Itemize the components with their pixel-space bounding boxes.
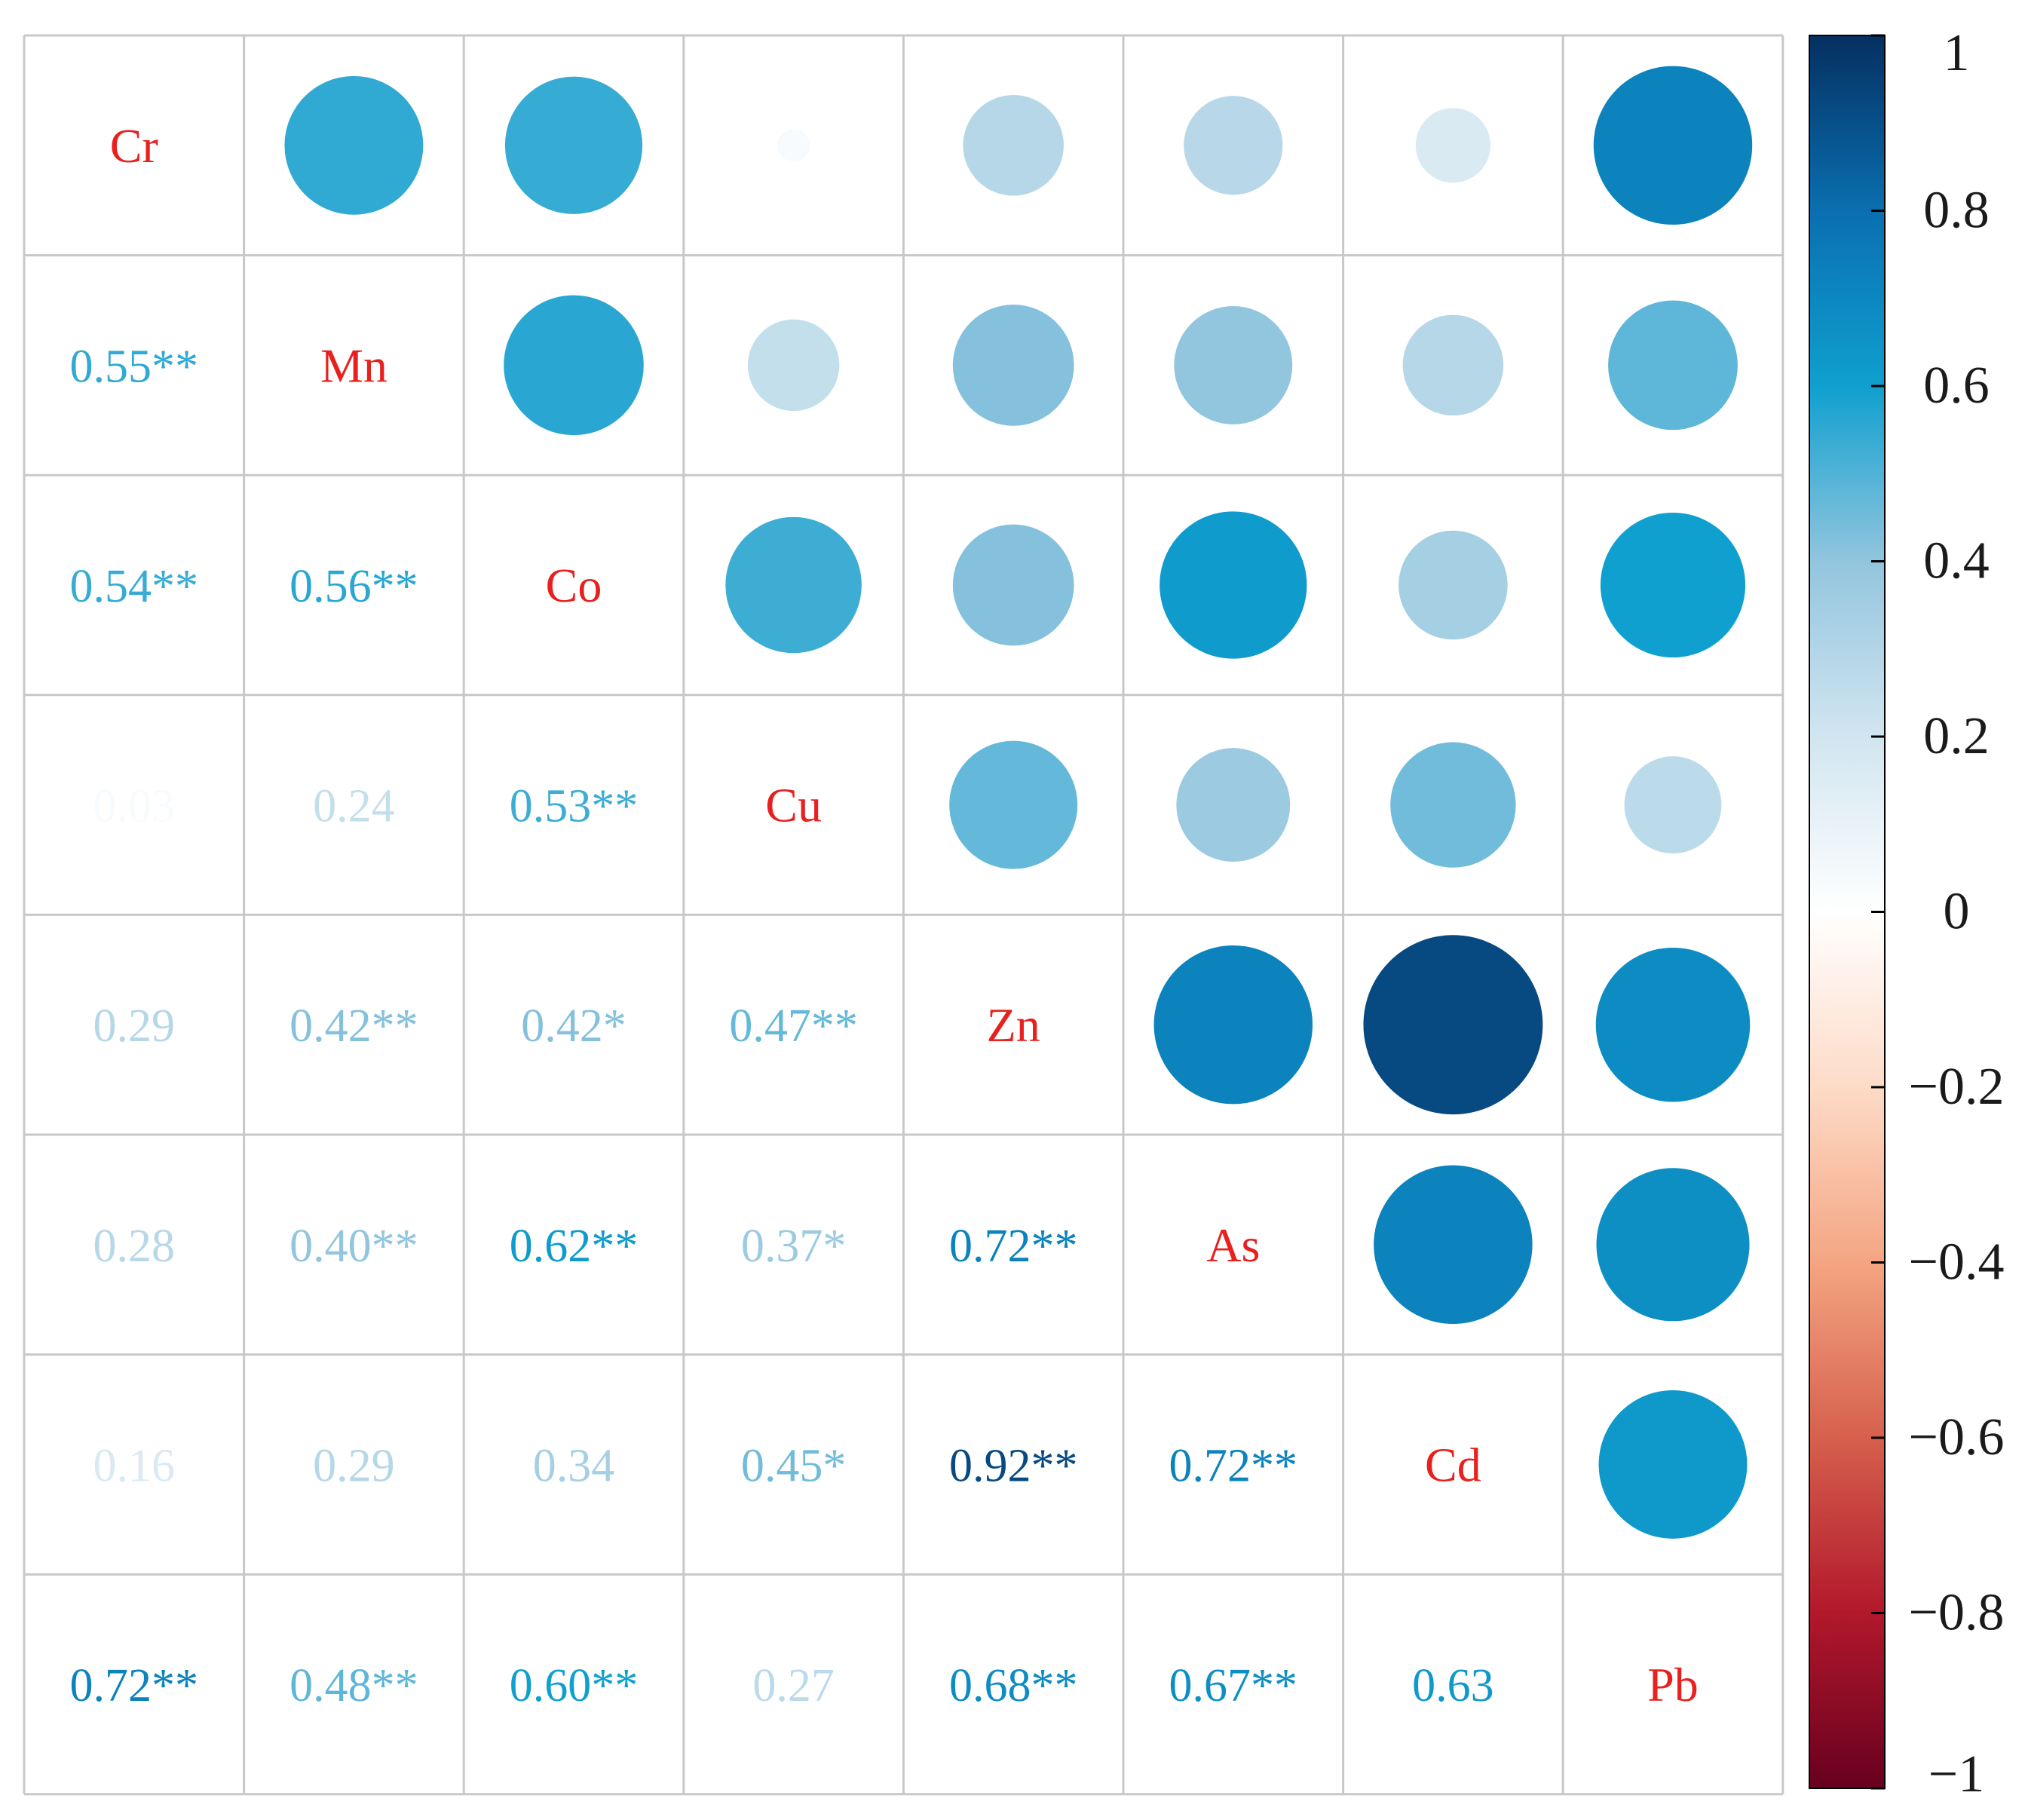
corr-circle-cu-zn: [949, 740, 1078, 869]
corr-circle-mn-co: [504, 295, 644, 436]
corr-value-cu-co: 0.53**: [510, 781, 639, 832]
colorbar-tick-label: −1: [1928, 1745, 1984, 1803]
corr-value-as-cu: 0.37*: [741, 1221, 847, 1272]
colorbar-tick-label: 0: [1944, 883, 1970, 941]
corr-circle-cd-pb: [1598, 1390, 1748, 1539]
corr-circle-cu-pb: [1624, 756, 1722, 854]
corr-value-cd-as: 0.72**: [1169, 1440, 1298, 1491]
corr-value-pb-zn: 0.68**: [949, 1660, 1078, 1711]
corr-circle-mn-cd: [1402, 314, 1504, 416]
colorbar-tick-label: 0.2: [1923, 707, 1990, 765]
corr-circle-cr-cu: [777, 129, 810, 162]
colorbar-tick-label: 0.6: [1923, 357, 1990, 415]
corr-circle-co-zn: [952, 524, 1074, 646]
corr-value-as-mn: 0.40**: [289, 1221, 418, 1272]
colorbar-tick-label: 1: [1944, 24, 1970, 82]
colorbar-tick-label: −0.2: [1909, 1058, 2005, 1116]
corr-circle-cr-as: [1184, 96, 1283, 195]
corr-value-cd-mn: 0.29: [313, 1440, 395, 1491]
corr-value-co-mn: 0.56**: [289, 561, 418, 612]
corr-value-cd-co: 0.34: [533, 1440, 615, 1491]
corr-circle-mn-pb: [1608, 300, 1738, 430]
variable-label-as: As: [1206, 1218, 1260, 1272]
colorbar-tick-label: 0.4: [1923, 532, 1990, 590]
corr-value-cd-cr: 0.16: [93, 1440, 176, 1491]
corr-value-pb-mn: 0.48**: [289, 1660, 418, 1711]
corr-value-zn-mn: 0.42**: [289, 1000, 418, 1052]
corr-value-pb-as: 0.67**: [1169, 1660, 1298, 1711]
corr-circle-cr-mn: [284, 75, 424, 215]
variable-label-co: Co: [546, 559, 602, 612]
corr-value-cd-cu: 0.45*: [741, 1440, 847, 1491]
corr-circle-zn-cd: [1363, 935, 1543, 1115]
corr-circle-mn-as: [1174, 305, 1293, 424]
corr-value-cu-cr: 0.03: [93, 781, 176, 832]
corr-value-zn-co: 0.42*: [521, 1000, 626, 1052]
corr-circle-zn-as: [1153, 945, 1313, 1105]
corr-circle-cu-cd: [1390, 742, 1516, 868]
corr-value-co-cr: 0.54**: [70, 561, 199, 612]
corr-value-as-co: 0.62**: [510, 1221, 639, 1272]
corr-value-pb-co: 0.60**: [510, 1660, 639, 1711]
corr-circle-cr-pb: [1593, 66, 1753, 225]
corr-circle-as-cd: [1374, 1165, 1533, 1325]
corr-circle-cr-zn: [963, 95, 1064, 196]
corr-value-pb-cd: 0.63: [1412, 1660, 1494, 1711]
colorbar-tick-label: 0.8: [1923, 182, 1990, 240]
variable-label-cr: Cr: [110, 119, 158, 173]
corr-value-pb-cr: 0.72**: [70, 1660, 199, 1711]
corr-circle-co-cd: [1398, 530, 1508, 640]
corr-value-cd-zn: 0.92**: [949, 1440, 1078, 1491]
corr-circle-cr-cd: [1415, 108, 1490, 183]
corr-value-as-zn: 0.72**: [949, 1221, 1078, 1272]
corr-circle-co-pb: [1600, 512, 1746, 658]
corr-circle-as-pb: [1596, 1168, 1750, 1322]
corr-circle-co-cu: [725, 516, 862, 654]
corr-circle-cu-as: [1176, 748, 1291, 863]
variable-label-cu: Cu: [765, 779, 822, 832]
corr-circle-mn-cu: [747, 319, 840, 412]
corr-circle-mn-zn: [952, 305, 1074, 426]
colorbar-tick-label: −0.6: [1909, 1408, 2005, 1466]
variable-label-cd: Cd: [1425, 1438, 1481, 1491]
corr-value-zn-cr: 0.29: [93, 1000, 176, 1052]
colorbar-tick-label: −0.8: [1909, 1584, 2005, 1642]
variable-label-mn: Mn: [320, 339, 388, 392]
corr-value-zn-cu: 0.47**: [729, 1000, 858, 1052]
corr-value-as-cr: 0.28: [93, 1221, 176, 1272]
variable-label-pb: Pb: [1647, 1658, 1699, 1711]
corr-circle-zn-pb: [1595, 947, 1751, 1102]
corr-circle-co-as: [1160, 511, 1307, 659]
corr-value-pb-cu: 0.27: [752, 1660, 835, 1711]
colorbar-tick-label: −0.4: [1909, 1233, 2005, 1291]
corr-value-mn-cr: 0.55**: [70, 341, 199, 392]
corr-value-cu-mn: 0.24: [313, 781, 395, 832]
corr-circle-cr-co: [504, 76, 643, 214]
variable-label-zn: Zn: [987, 998, 1040, 1052]
